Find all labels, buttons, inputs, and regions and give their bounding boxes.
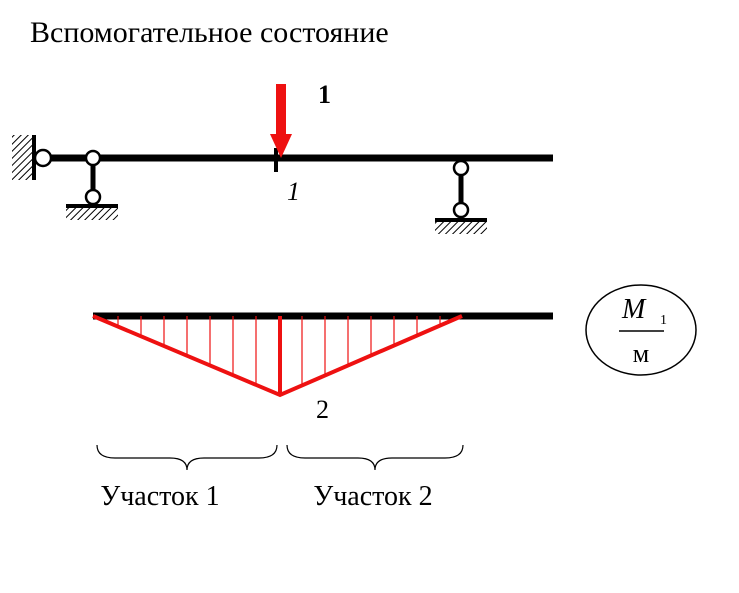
title: Вспомогательное состояние	[30, 16, 389, 49]
force-arrow	[270, 84, 292, 158]
force-label: 1	[318, 80, 331, 109]
section-label: Участок 1	[100, 481, 219, 512]
unit-badge: M 1 м	[585, 284, 697, 376]
badge-symbol: M	[621, 294, 647, 325]
badge-subscript: 1	[660, 313, 667, 328]
point-label: 1	[287, 177, 300, 206]
moment-label: 2	[316, 395, 329, 424]
moment-diagram	[92, 312, 553, 398]
upper-beam	[12, 135, 553, 234]
braces	[96, 444, 464, 471]
badge-unit: м	[633, 339, 649, 368]
section-label: Участок 2	[313, 481, 432, 512]
